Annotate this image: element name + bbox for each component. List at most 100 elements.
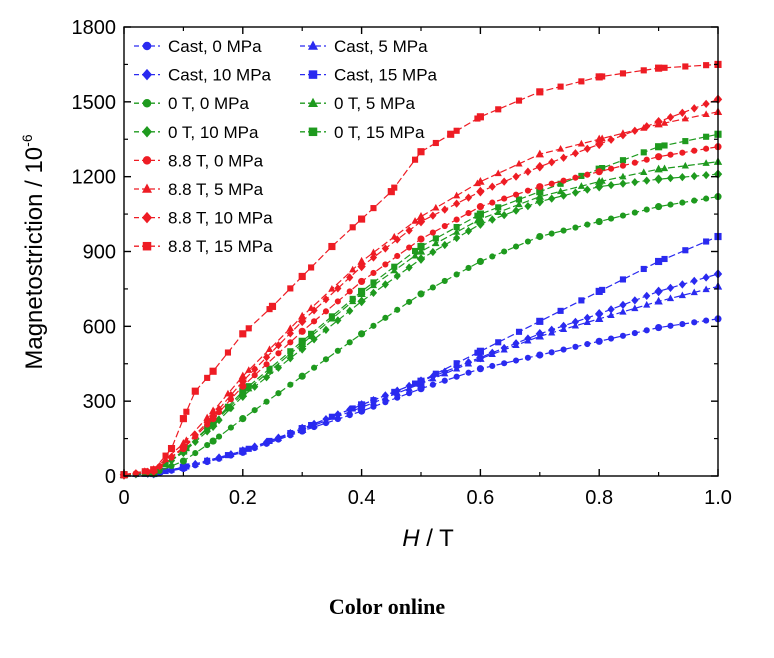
interpolated-marker bbox=[328, 284, 336, 292]
interpolated-marker bbox=[548, 349, 555, 356]
interpolated-marker bbox=[346, 273, 354, 282]
series-layer bbox=[119, 60, 723, 480]
interpolated-marker bbox=[406, 298, 413, 305]
interpolated-marker bbox=[465, 264, 472, 272]
legend-marker bbox=[142, 98, 152, 108]
data-point bbox=[298, 311, 307, 320]
data-point bbox=[654, 296, 663, 305]
data-point bbox=[298, 327, 306, 335]
interpolated-marker bbox=[512, 172, 520, 181]
interpolated-marker bbox=[308, 330, 315, 337]
interpolated-marker bbox=[515, 200, 523, 208]
legend-item: 8.8 T, 10 MPa bbox=[134, 209, 273, 228]
interpolated-marker bbox=[583, 185, 591, 194]
interpolated-marker bbox=[168, 462, 175, 470]
interpolated-marker bbox=[251, 382, 259, 391]
interpolated-marker bbox=[666, 294, 675, 302]
interpolated-marker bbox=[643, 327, 650, 334]
interpolated-marker bbox=[489, 253, 496, 260]
interpolated-marker bbox=[245, 366, 253, 373]
interpolated-marker bbox=[560, 346, 567, 353]
x-tick-label: 1.0 bbox=[704, 487, 732, 509]
y-axis-label-main: Magnetostriction / 10 bbox=[21, 147, 48, 370]
interpolated-marker bbox=[661, 255, 668, 263]
data-point bbox=[328, 242, 336, 251]
data-point bbox=[238, 371, 247, 380]
interpolated-marker bbox=[382, 261, 389, 268]
x-axis-label-italic: H bbox=[402, 525, 420, 552]
interpolated-marker bbox=[406, 390, 413, 397]
figure-caption: Color online bbox=[328, 594, 446, 619]
interpolated-marker bbox=[631, 296, 639, 305]
interpolated-marker bbox=[474, 115, 481, 122]
interpolated-marker bbox=[245, 383, 252, 390]
legend-label: 8.8 T, 5 MPa bbox=[168, 180, 264, 199]
interpolated-marker bbox=[393, 271, 401, 281]
interpolated-marker bbox=[275, 350, 282, 357]
interpolated-marker bbox=[571, 149, 580, 158]
data-point bbox=[358, 215, 366, 223]
interpolated-marker bbox=[667, 322, 674, 329]
interpolated-marker bbox=[156, 462, 164, 471]
interpolated-marker bbox=[577, 182, 585, 189]
legend-marker bbox=[142, 156, 152, 165]
data-point bbox=[536, 351, 544, 359]
data-point bbox=[417, 148, 425, 156]
interpolated-marker bbox=[393, 235, 401, 244]
interpolated-marker bbox=[548, 180, 555, 187]
y-tick-label: 900 bbox=[83, 242, 116, 264]
interpolated-marker bbox=[489, 362, 496, 370]
legend-item: 0 T, 10 MPa bbox=[134, 123, 259, 142]
data-point bbox=[595, 309, 604, 319]
interpolated-marker bbox=[349, 295, 356, 302]
legend-marker bbox=[142, 68, 152, 81]
data-point bbox=[535, 196, 544, 207]
data-point bbox=[298, 337, 306, 345]
interpolated-marker bbox=[429, 229, 436, 236]
interpolated-marker bbox=[391, 263, 398, 270]
interpolated-marker bbox=[411, 217, 419, 224]
interpolated-marker bbox=[411, 251, 419, 259]
data-point bbox=[416, 211, 426, 220]
data-point bbox=[535, 149, 544, 158]
legend-label: 8.8 T, 10 MPa bbox=[168, 209, 273, 228]
interpolated-marker bbox=[631, 304, 639, 312]
data-point bbox=[238, 376, 247, 387]
data-point bbox=[208, 406, 218, 415]
interpolated-marker bbox=[183, 408, 190, 415]
y-axis-label-exponent: -6 bbox=[19, 134, 35, 147]
interpolated-marker bbox=[322, 356, 330, 363]
interpolated-marker bbox=[598, 177, 606, 184]
interpolated-marker bbox=[702, 110, 710, 118]
interpolated-marker bbox=[640, 67, 647, 74]
interpolated-marker bbox=[204, 374, 211, 381]
data-point bbox=[298, 425, 306, 433]
x-tick-label: 0.8 bbox=[585, 487, 613, 509]
interpolated-marker bbox=[328, 313, 335, 320]
interpolated-marker bbox=[607, 311, 615, 319]
y-tick-label: 600 bbox=[83, 316, 116, 338]
interpolated-marker bbox=[640, 265, 647, 273]
interpolated-marker bbox=[571, 317, 580, 326]
interpolated-marker bbox=[681, 114, 689, 122]
interpolated-marker bbox=[429, 211, 437, 220]
data-point bbox=[357, 261, 366, 272]
data-point bbox=[358, 401, 366, 409]
interpolated-marker bbox=[310, 306, 318, 315]
interpolated-marker bbox=[667, 201, 674, 208]
data-point bbox=[209, 418, 217, 426]
legend-label: 0 T, 10 MPa bbox=[168, 123, 259, 142]
interpolated-marker bbox=[274, 433, 283, 442]
series-8 bbox=[120, 143, 722, 479]
interpolated-marker bbox=[474, 349, 481, 356]
interpolated-marker bbox=[515, 159, 523, 167]
interpolated-marker bbox=[500, 177, 508, 186]
data-point bbox=[476, 186, 485, 197]
legend-item: Cast, 5 MPa bbox=[300, 37, 428, 56]
legend-label: Cast, 15 MPa bbox=[334, 66, 438, 85]
interpolated-marker bbox=[453, 223, 460, 231]
interpolated-marker bbox=[702, 285, 710, 293]
interpolated-marker bbox=[608, 215, 615, 222]
interpolated-marker bbox=[453, 216, 460, 223]
